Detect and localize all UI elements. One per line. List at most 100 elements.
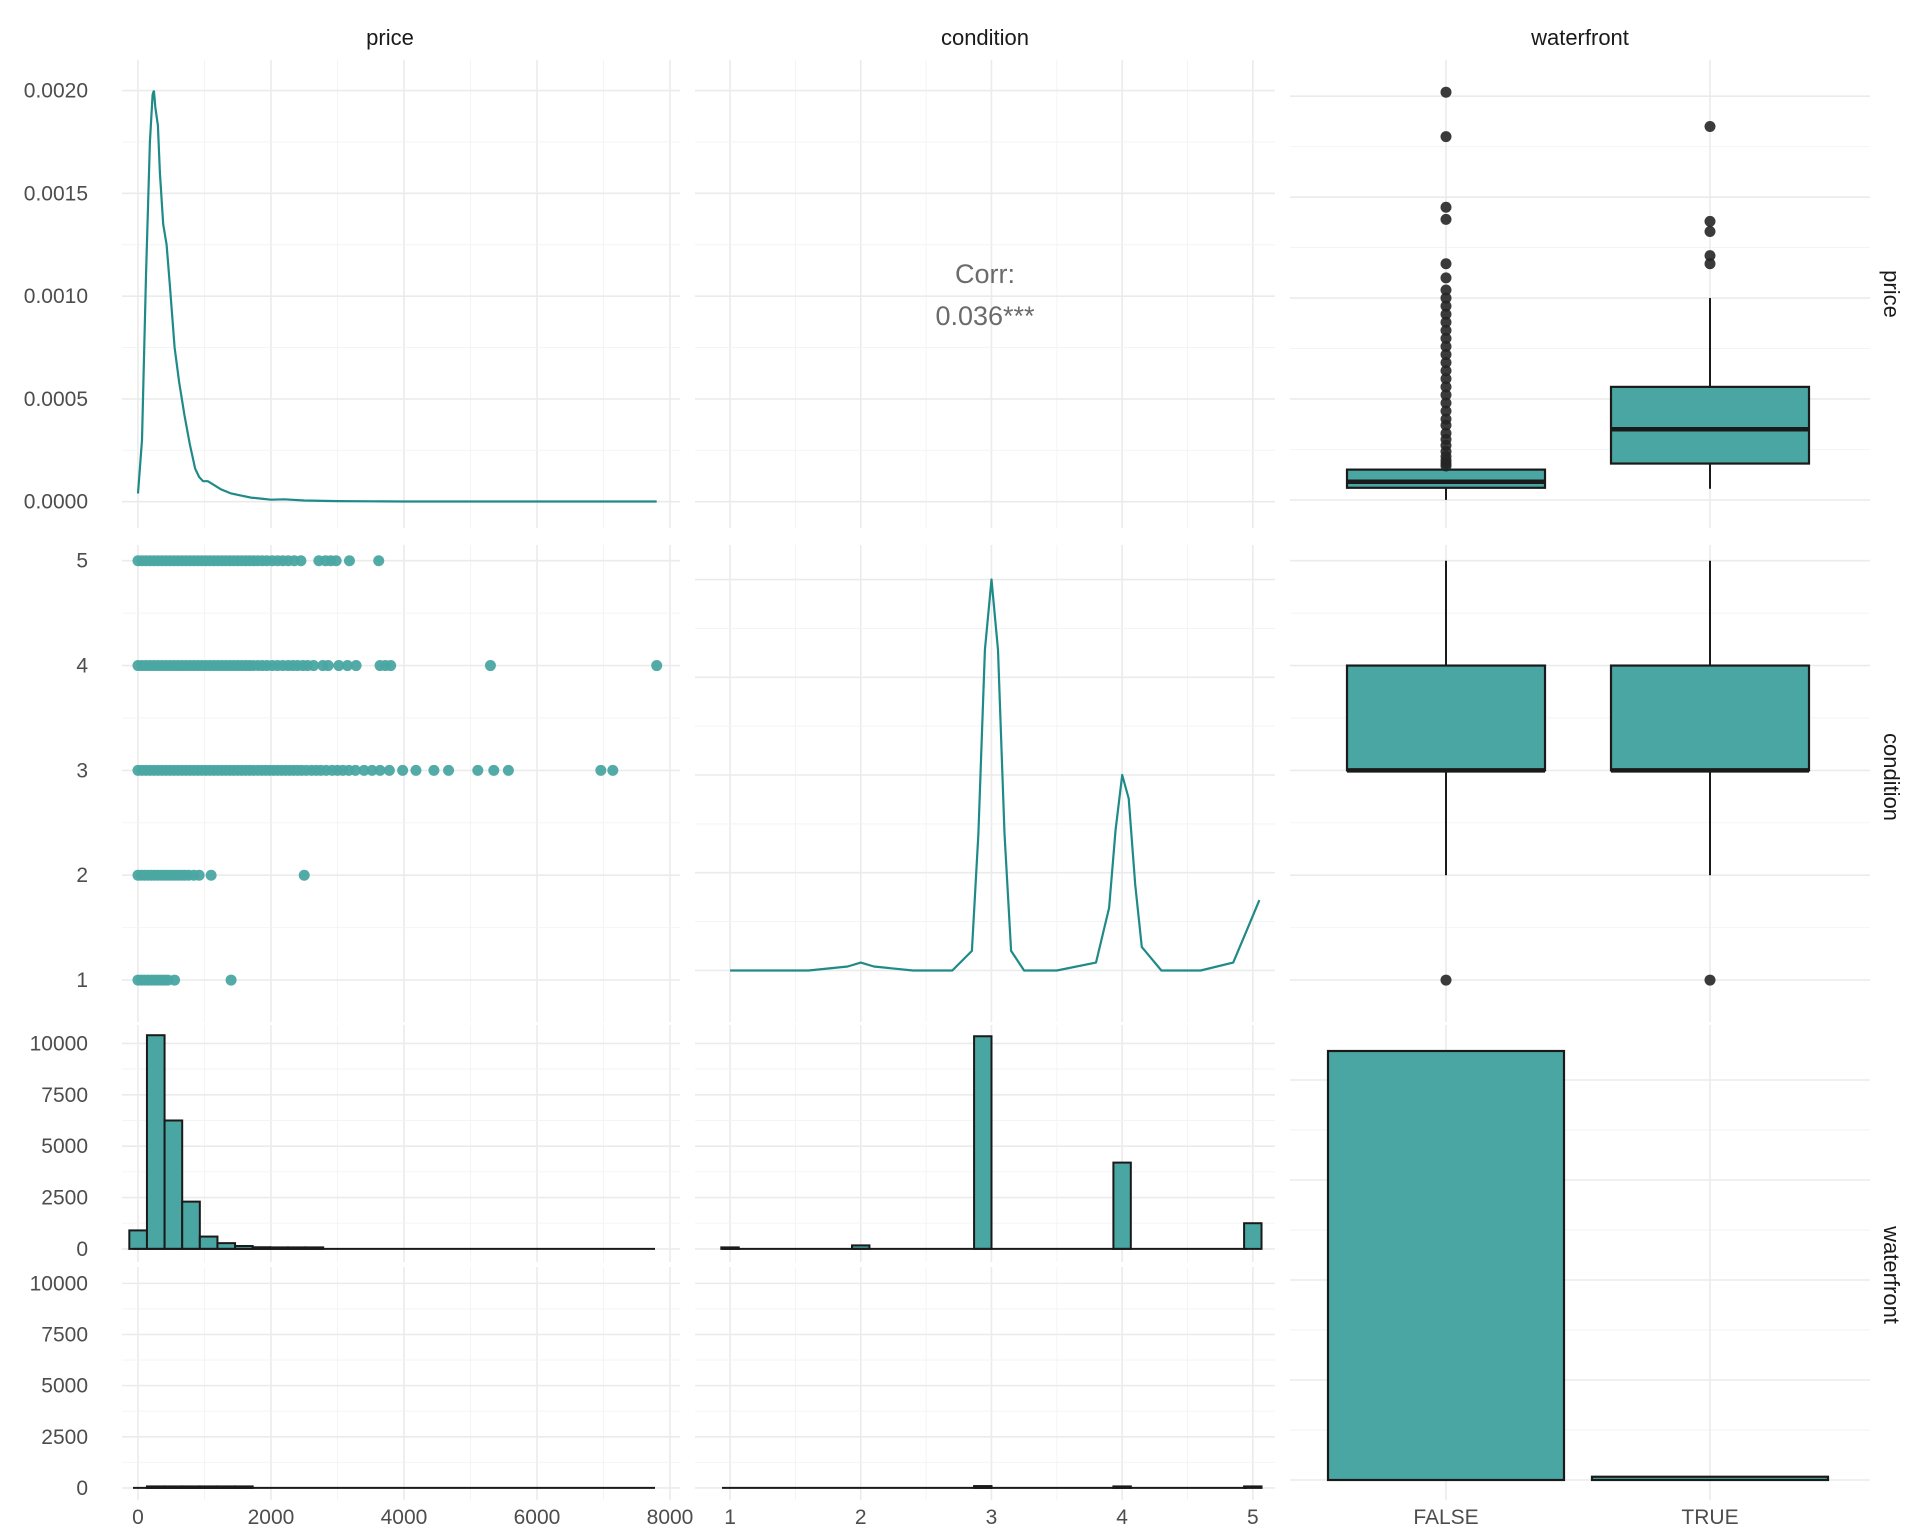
boxplot-price-false-outlier (1440, 397, 1452, 409)
strip-label-condition-col: condition (941, 25, 1029, 50)
x-tick-label-condition: 3 (986, 1506, 998, 1529)
boxplot-price-true-outlier (1704, 225, 1716, 237)
y-tick-label-condition: 5 (76, 550, 88, 573)
scatter-point (410, 764, 422, 776)
boxplot-price-false-outlier (1440, 258, 1452, 270)
boxplot-price-false-outlier (1440, 332, 1452, 344)
y-tick-label-density: 0.0000 (24, 491, 88, 514)
scatter-point (373, 555, 385, 567)
scatter-point (350, 660, 362, 672)
y-tick-label-count: 7500 (41, 1084, 88, 1107)
scatter-point (169, 974, 181, 986)
scatter-point (383, 764, 395, 776)
y-tick-label-density: 0.0015 (24, 182, 88, 205)
y-tick-label-count: 10000 (30, 1032, 88, 1055)
boxplot-price-false-outlier (1440, 357, 1452, 369)
x-tick-label-price: 6000 (514, 1506, 561, 1529)
y-tick-label-count: 5000 (41, 1375, 88, 1398)
scatter-point (607, 764, 619, 776)
x-tick-label-condition: 2 (855, 1506, 867, 1529)
scatter-point (484, 660, 496, 672)
histogram-price-false-bar (163, 1119, 184, 1250)
boxplot-price-false-outlier (1440, 341, 1452, 353)
scatter-point (366, 764, 378, 776)
y-tick-label-count: 10000 (30, 1272, 88, 1295)
histogram-price-false-bar (198, 1235, 219, 1250)
scatter-point (295, 555, 307, 567)
scatter-point (502, 764, 514, 776)
scatter-point (341, 660, 353, 672)
corr-label: Corr: (955, 259, 1015, 289)
boxplot-price-true-outlier (1704, 121, 1716, 133)
y-tick-label-condition: 4 (76, 655, 88, 678)
y-tick-label-condition: 3 (76, 759, 88, 782)
boxplot-price-true-box (1609, 385, 1811, 465)
scatter-point (651, 660, 663, 672)
strip-label-price-col: price (366, 25, 414, 50)
x-tick-label-condition: 4 (1116, 1506, 1128, 1529)
scatter-point (322, 660, 334, 672)
y-tick-label-count: 2500 (41, 1187, 88, 1210)
scatter-point (428, 764, 440, 776)
histogram-price-false-bar (128, 1229, 148, 1250)
scatter-point (472, 764, 484, 776)
boxplot-price-false-outlier (1440, 308, 1452, 320)
boxplot-price-false-outlier (1440, 349, 1452, 361)
boxplot-price-false-outlier (1440, 381, 1452, 393)
x-tick-label-price: 8000 (647, 1506, 694, 1529)
marks-layer (128, 86, 1830, 1489)
strip-label-condition-row: condition (1879, 733, 1904, 821)
scatter-point (397, 764, 409, 776)
boxplot-condition-false-box (1345, 664, 1547, 772)
histogram-condition-false-bar (1112, 1161, 1132, 1250)
x-tick-label-waterfront: TRUE (1681, 1506, 1738, 1529)
count-bar-true (1590, 1475, 1830, 1482)
labels-layer: price condition waterfront price conditi… (24, 25, 1904, 1529)
boxplot-price-false-outlier (1440, 272, 1452, 284)
x-tick-label-price: 0 (132, 1506, 144, 1529)
boxplot-price-false-outlier (1440, 373, 1452, 385)
x-tick-label-price: 2000 (248, 1506, 295, 1529)
density-line-price (136, 90, 657, 503)
scatter-point (595, 764, 607, 776)
histogram-price-false-bar (145, 1034, 166, 1250)
boxplot-condition-true-box (1609, 664, 1811, 772)
y-tick-label-count: 0 (76, 1238, 88, 1261)
boxplot-price-false-outlier (1440, 316, 1452, 328)
x-tick-label-condition: 5 (1247, 1506, 1259, 1529)
histogram-condition-false-bar (973, 1035, 993, 1250)
boxplot-price-false-outlier (1440, 131, 1452, 143)
x-tick-label-price: 4000 (381, 1506, 428, 1529)
boxplot-price-true-outlier (1704, 215, 1716, 227)
boxplot-price-false-outlier (1440, 284, 1452, 296)
scatter-point (385, 660, 397, 672)
boxplot-price-false-outlier (1440, 300, 1452, 312)
boxplot-price-false-outlier (1440, 292, 1452, 304)
boxplot-price-false-outlier (1440, 213, 1452, 225)
y-tick-label-condition: 1 (76, 969, 88, 992)
scatter-point (330, 555, 342, 567)
density-line-condition (730, 578, 1261, 972)
y-tick-label-condition: 2 (76, 864, 88, 887)
x-tick-label-waterfront: FALSE (1413, 1506, 1478, 1529)
boxplot-price-true-outlier (1704, 250, 1716, 262)
scatter-point (225, 974, 237, 986)
y-tick-label-density: 0.0010 (24, 285, 88, 308)
y-tick-label-density: 0.0005 (24, 388, 88, 411)
strip-label-waterfront-row: waterfront (1879, 1225, 1904, 1324)
scatter-point (298, 869, 310, 881)
count-bar-false (1326, 1049, 1566, 1482)
scatter-point (443, 764, 455, 776)
histogram-price-false-bar (181, 1200, 201, 1250)
scatter-point (333, 660, 345, 672)
boxplot-price-false-outlier (1440, 419, 1452, 431)
boxplot-price-false-box (1345, 468, 1547, 489)
y-tick-label-density: 0.0020 (24, 80, 88, 103)
y-tick-label-count: 0 (76, 1477, 88, 1500)
boxplot-price-false-outlier (1440, 365, 1452, 377)
scatter-point (488, 764, 500, 776)
scatter-point (374, 764, 386, 776)
strip-label-price-row: price (1879, 270, 1904, 318)
boxplot-price-false-outlier (1440, 324, 1452, 336)
